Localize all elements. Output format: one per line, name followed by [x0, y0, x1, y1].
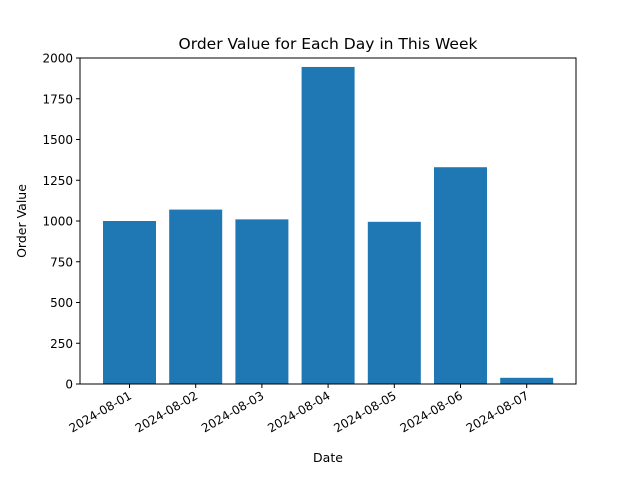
bar-2024-08-03 [235, 219, 289, 384]
y-tick-label: 750 [50, 255, 73, 269]
bar-2024-08-04 [301, 66, 355, 385]
bar-2024-08-02 [169, 209, 223, 384]
y-tick-label: 1750 [42, 92, 73, 106]
y-axis-label: Order Value [14, 184, 29, 258]
y-tick-label: 250 [50, 337, 73, 351]
bar-2024-08-01 [103, 221, 156, 384]
x-axis-label: Date [313, 450, 343, 465]
y-tick-label: 2000 [42, 52, 73, 66]
bars-group [103, 66, 554, 385]
bar-2024-08-07 [500, 377, 554, 384]
y-tick-label: 0 [65, 378, 73, 392]
plot-frame [79, 57, 577, 385]
chart-title: Order Value for Each Day in This Week [179, 35, 478, 53]
bar-2024-08-05 [367, 221, 421, 384]
y-axis: 0 250 500 750 1000 1250 1500 1750 2000 [42, 52, 80, 392]
y-tick-label: 1000 [42, 215, 73, 229]
y-tick-label: 1500 [42, 133, 73, 147]
y-tick-label: 1250 [42, 174, 73, 188]
y-tick-label: 500 [50, 296, 73, 310]
bar-2024-08-06 [434, 167, 487, 384]
